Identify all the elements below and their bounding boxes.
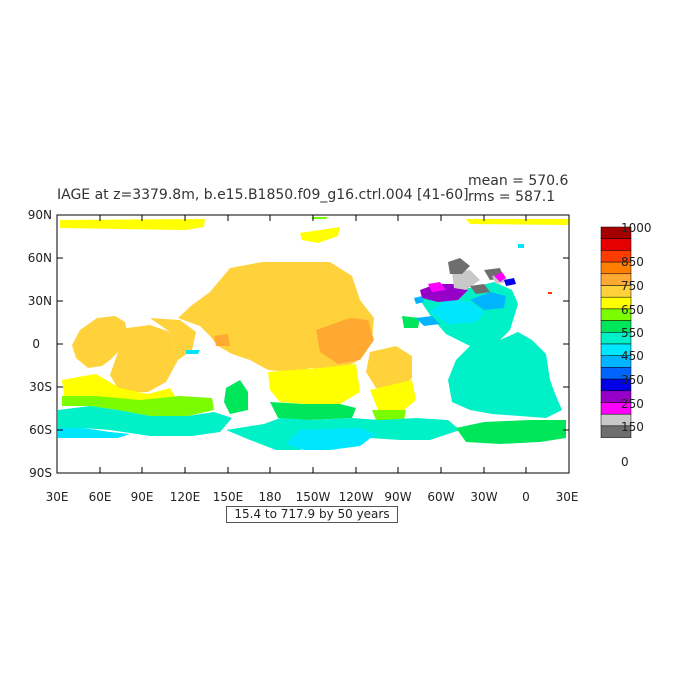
colorbar-label: 650: [621, 303, 644, 317]
lon-label: 90E: [131, 490, 154, 504]
lon-label: 30E: [46, 490, 69, 504]
colorbar-label: 1000: [621, 221, 652, 235]
colorbar-label: 350: [621, 373, 644, 387]
lon-label: 30E: [556, 490, 579, 504]
rms-stat: rms = 587.1: [468, 189, 556, 205]
lon-label: 90W: [384, 490, 411, 504]
colorbar-label: 0: [621, 455, 629, 469]
region-indian-ocean: [72, 316, 128, 368]
lon-label: 150E: [213, 490, 244, 504]
lon-label: 150W: [296, 490, 331, 504]
colorbar-swatch: [600, 238, 632, 251]
colorbar-label: 150: [621, 420, 644, 434]
latitude-axis: 90N 60N 30N 0 30S 60S 90S: [28, 208, 569, 480]
lat-label: 0: [32, 337, 40, 351]
lon-label: 120W: [339, 490, 374, 504]
lat-label: 60N: [28, 251, 52, 265]
plot-title: IAGE at z=3379.8m, b.e15.B1850.f09_g16.c…: [57, 187, 469, 203]
lon-label: 180: [259, 490, 282, 504]
mean-stat: mean = 570.6: [468, 173, 569, 189]
colorbar-label: 250: [621, 397, 644, 411]
lat-label: 60S: [29, 423, 52, 437]
region-arctic: [60, 219, 205, 230]
colorbar-label: 550: [621, 326, 644, 340]
colorbar-label: 850: [621, 255, 644, 269]
lon-label: 30W: [470, 490, 497, 504]
longitude-axis: 30E 60E 90E 120E 150E 180 150W 120W 90W …: [46, 215, 579, 504]
lon-label: 0: [522, 490, 530, 504]
lon-label: 60W: [427, 490, 454, 504]
colorbar-labels: 1000 850 750 650 550 450 350 250 150 0: [621, 221, 652, 469]
lat-label: 30N: [28, 294, 52, 308]
colorbar: [600, 226, 632, 438]
contour-interval-label: 15.4 to 717.9 by 50 years: [226, 506, 398, 523]
lat-label: 30S: [29, 380, 52, 394]
lon-label: 120E: [170, 490, 201, 504]
lat-label: 90N: [28, 208, 52, 222]
colorbar-label: 450: [621, 349, 644, 363]
data-field: [58, 217, 569, 450]
lon-label: 60E: [89, 490, 112, 504]
lat-label: 90S: [29, 466, 52, 480]
region-southern-ocean: [58, 406, 232, 436]
colorbar-label: 750: [621, 279, 644, 293]
colorbar-swatch: [600, 425, 632, 438]
